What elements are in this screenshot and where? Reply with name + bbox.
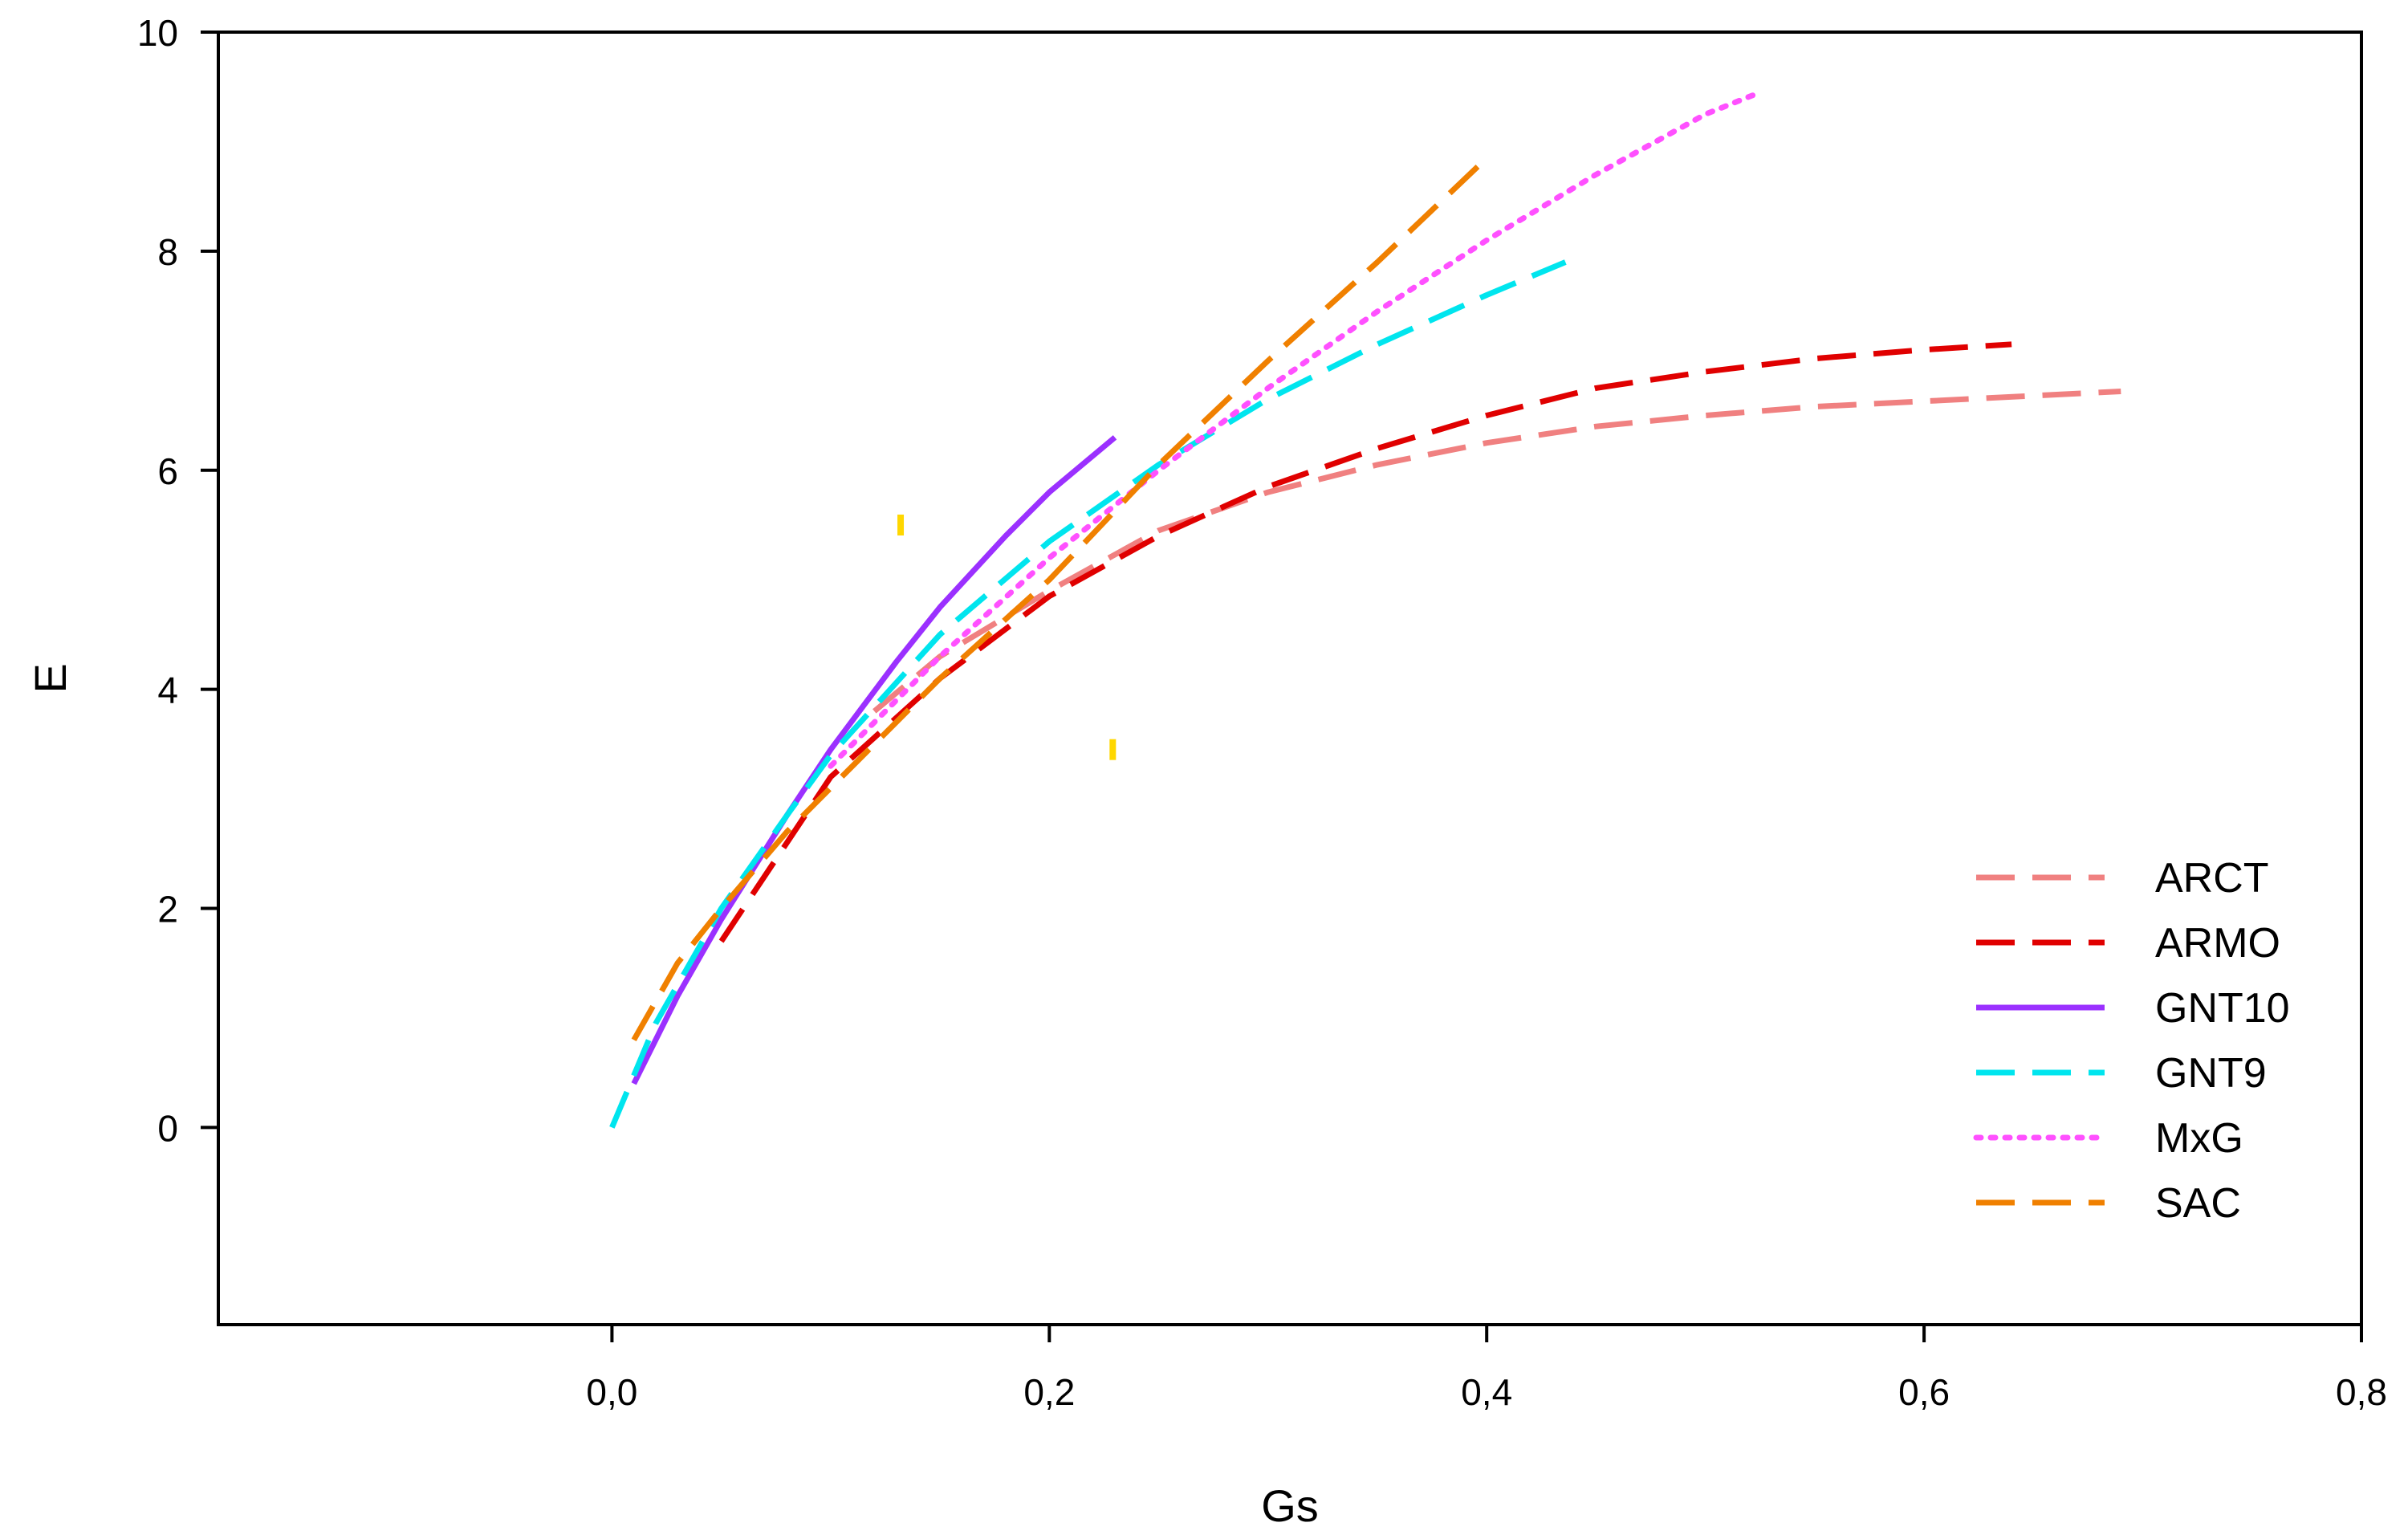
legend-label-gnt10: GNT10 [2155,985,2290,1032]
x-axis-title: Gs [1261,1480,1319,1531]
legend-label-armo: ARMO [2155,920,2280,967]
series-lines [609,89,2121,1129]
y-tick-label: 0 [157,1107,178,1149]
legend-label-gnt9: GNT9 [2155,1050,2267,1097]
x-tick-label: 0,2 [1023,1371,1075,1413]
x-tick-label: 0,4 [1461,1371,1512,1413]
annotations [897,514,1117,760]
series-line-gnt9 [609,259,1567,1129]
series-line-arct [872,389,2121,714]
annotation-mark-2 [1109,739,1117,760]
y-tick-label: 10 [137,12,178,54]
x-tick-label: 0,0 [586,1371,637,1413]
legend-label-arct: ARCT [2155,855,2269,902]
y-tick-label: 8 [157,231,178,273]
plot-frame [217,31,2363,1326]
series-line-sac [631,156,1489,1042]
y-axis-title: E [25,663,75,693]
x-tick-label: 0,6 [1898,1371,1950,1413]
x-tick-label: 0,8 [2336,1371,2387,1413]
plot-area-border [217,31,2363,1326]
y-tick-label: 4 [157,670,178,711]
y-tick-label: 6 [157,450,178,492]
y-tick-label: 2 [157,889,178,930]
legend-label-sac: SAC [2155,1180,2241,1227]
series-line-gnt10 [631,435,1117,1085]
annotation-mark-1 [897,514,905,535]
series-line-mxg [828,89,1763,769]
series-line-armo [718,341,2012,943]
x-axis-ticks: 0,0 0,2 0,4 0,6 0,8 [586,1325,2387,1413]
legend-label-mxg: MxG [2155,1115,2243,1162]
legend: ARCT ARMO GNT10 GNT9 MxG SAC [1973,855,2290,1227]
y-axis-ticks: 0 2 4 6 8 10 [137,12,218,1149]
